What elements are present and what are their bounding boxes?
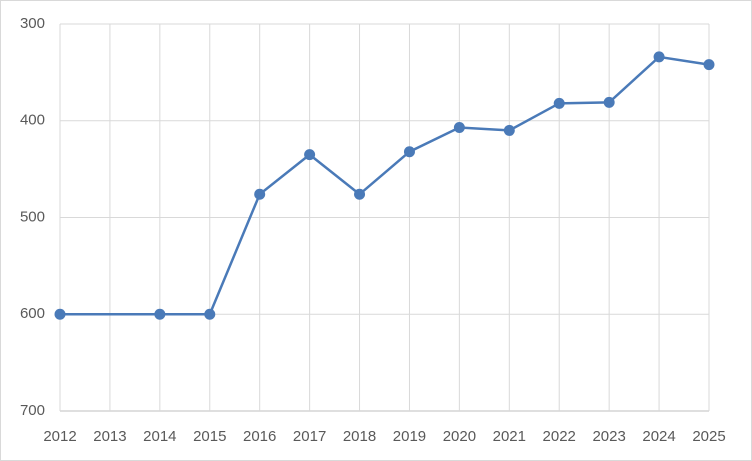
x-tick-label: 2015 bbox=[193, 428, 226, 445]
marker bbox=[603, 96, 615, 108]
marker bbox=[304, 149, 316, 161]
marker bbox=[653, 51, 665, 63]
marker bbox=[354, 188, 366, 200]
marker bbox=[54, 308, 66, 320]
x-tick-label: 2024 bbox=[642, 428, 675, 445]
x-tick-label: 2013 bbox=[93, 428, 126, 445]
y-tick-label: 600 bbox=[20, 305, 45, 322]
marker bbox=[453, 122, 465, 134]
marker bbox=[204, 308, 216, 320]
x-tick-label: 2016 bbox=[243, 428, 276, 445]
marker bbox=[503, 124, 515, 136]
x-tick-label: 2021 bbox=[493, 428, 526, 445]
x-tick-label: 2019 bbox=[393, 428, 426, 445]
marker bbox=[553, 97, 565, 109]
marker bbox=[154, 308, 166, 320]
y-tick-label: 400 bbox=[20, 112, 45, 129]
x-tick-label: 2023 bbox=[592, 428, 625, 445]
x-tick-label: 2017 bbox=[293, 428, 326, 445]
x-tick-label: 2022 bbox=[543, 428, 576, 445]
marker bbox=[403, 146, 415, 158]
x-tick-label: 2014 bbox=[143, 428, 176, 445]
x-tick-label: 2012 bbox=[43, 428, 76, 445]
y-tick-label: 700 bbox=[20, 402, 45, 419]
marker bbox=[254, 188, 266, 200]
x-tick-label: 2020 bbox=[443, 428, 476, 445]
x-tick-label: 2018 bbox=[343, 428, 376, 445]
marker bbox=[703, 59, 715, 71]
y-tick-label: 300 bbox=[20, 15, 45, 32]
y-tick-label: 500 bbox=[20, 208, 45, 225]
x-tick-label: 2025 bbox=[692, 428, 725, 445]
